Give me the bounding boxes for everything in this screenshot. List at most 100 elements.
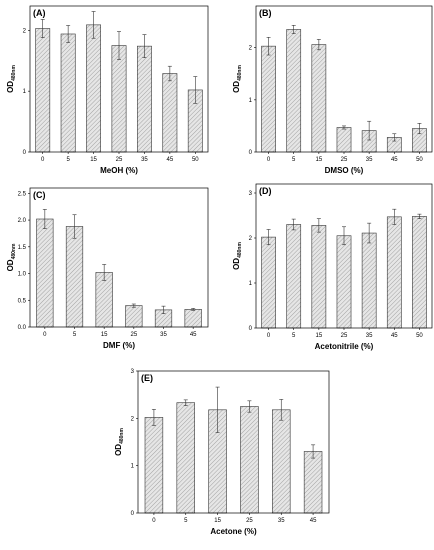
- y-tick-label: 2: [249, 46, 253, 52]
- x-tick-label: 5: [66, 157, 70, 163]
- x-tick-label: 35: [160, 332, 167, 338]
- x-tick-label: 25: [116, 157, 123, 163]
- data-bar: [144, 417, 164, 514]
- y-axis-label: OD480nm: [232, 65, 243, 93]
- y-tick-label: 3: [131, 369, 135, 375]
- x-tick-label: 45: [190, 332, 197, 338]
- y-axis-label-subscript: 480nm: [237, 242, 243, 258]
- x-tick-label: 0: [43, 332, 47, 338]
- plot-frame: [29, 187, 209, 328]
- data-bar: [86, 24, 101, 153]
- y-tick-label: 2: [249, 236, 253, 242]
- data-bar: [311, 225, 327, 329]
- x-tick-label: 15: [101, 332, 108, 338]
- data-bar: [361, 232, 377, 329]
- y-axis-label: OD480nm: [232, 242, 243, 270]
- x-tick-label: 25: [130, 332, 137, 338]
- y-tick-label: 0: [131, 511, 135, 517]
- x-tick-label: 45: [167, 157, 174, 163]
- x-tick-label: 25: [341, 157, 348, 163]
- y-tick-label: 1: [131, 464, 135, 470]
- x-axis-label: DMF (%): [103, 341, 135, 350]
- x-tick-label: 5: [292, 157, 296, 163]
- x-tick-label: 35: [366, 333, 373, 339]
- data-bar: [176, 402, 195, 514]
- y-axis-label-main: OD: [6, 259, 15, 271]
- y-axis-label-main: OD: [232, 81, 241, 93]
- y-tick-label: 2.5: [18, 191, 27, 197]
- y-tick-label: 0: [249, 326, 253, 332]
- x-tick-label: 5: [184, 518, 188, 524]
- data-bar: [137, 45, 152, 153]
- y-tick-label: 1.0: [18, 272, 27, 278]
- y-tick-label: 0: [23, 150, 27, 156]
- data-bar: [311, 44, 327, 153]
- data-bar: [184, 309, 202, 328]
- x-axis-label: Acetonitrile (%): [315, 342, 374, 351]
- data-bar: [125, 305, 143, 328]
- chart-panel: 0 5 15 25 35 45 50 0 1 2 (B) DMSO (%) OD480nm: [232, 5, 433, 175]
- x-tick-label: 35: [278, 518, 285, 524]
- x-tick-label: 0: [152, 518, 156, 524]
- x-tick-label: 25: [341, 333, 348, 339]
- x-tick-label: 50: [192, 157, 199, 163]
- panel-label: (B): [259, 8, 272, 18]
- data-bar: [412, 216, 427, 329]
- y-axis-label-main: OD: [6, 81, 15, 93]
- y-tick-label: 3: [249, 191, 253, 197]
- data-bar: [272, 409, 291, 514]
- y-axis-label: OD480nm: [6, 65, 17, 93]
- data-bar: [286, 224, 302, 329]
- panel-label: (E): [141, 373, 153, 383]
- y-axis-label-subscript: 480nm: [237, 65, 243, 81]
- y-tick-label: 0.5: [18, 298, 27, 304]
- y-axis-label-main: OD: [232, 258, 241, 270]
- panel-label: (C): [33, 190, 46, 200]
- data-bar: [162, 73, 178, 153]
- plot-frame: [255, 5, 433, 153]
- data-bar: [261, 45, 276, 153]
- y-tick-label: 0.0: [18, 325, 27, 331]
- plot-frame: [29, 5, 209, 153]
- data-bar: [261, 236, 276, 329]
- data-bar: [386, 216, 402, 329]
- y-tick-label: 2.0: [18, 218, 27, 224]
- x-tick-label: 45: [310, 518, 317, 524]
- x-tick-label: 50: [416, 157, 423, 163]
- y-tick-label: 1: [23, 89, 27, 95]
- x-tick-label: 50: [416, 333, 423, 339]
- data-bar: [336, 127, 352, 153]
- x-tick-label: 5: [292, 333, 296, 339]
- data-bar: [35, 28, 51, 153]
- x-tick-label: 45: [391, 157, 398, 163]
- y-axis-label-subscript: 480nm: [11, 65, 17, 81]
- y-tick-label: 1.5: [18, 245, 27, 251]
- x-tick-label: 0: [267, 333, 271, 339]
- chart-panel: 0 5 15 25 35 45 0.0 0.5 1.0 1.5 2.0 2.5 (C) DMF (%) OD…: [6, 187, 209, 350]
- x-tick-label: 35: [141, 157, 148, 163]
- y-axis-label-main: OD: [114, 444, 123, 456]
- x-tick-label: 15: [90, 157, 97, 163]
- y-axis-label: OD480nm: [6, 243, 17, 271]
- data-bar: [240, 406, 259, 514]
- panel-label: (D): [259, 186, 272, 196]
- y-axis-label-subscript: 480nm: [11, 243, 17, 259]
- x-tick-label: 25: [246, 518, 253, 524]
- x-tick-label: 5: [73, 332, 77, 338]
- data-bar: [60, 33, 76, 153]
- x-axis-label: DMSO (%): [325, 166, 364, 175]
- x-axis-label: Acetone (%): [210, 527, 257, 536]
- y-tick-label: 2: [23, 28, 27, 34]
- plot-frame: [137, 370, 330, 514]
- panel-label: (A): [33, 8, 46, 18]
- x-tick-label: 0: [41, 157, 45, 163]
- x-axis-label: MeOH (%): [100, 166, 138, 175]
- plot-frame: [255, 183, 433, 329]
- x-tick-label: 45: [391, 333, 398, 339]
- y-axis-label: OD480nm: [114, 428, 125, 456]
- y-tick-label: 1: [249, 281, 253, 287]
- y-tick-label: 2: [131, 416, 135, 422]
- x-tick-label: 15: [316, 157, 323, 163]
- x-tick-label: 15: [214, 518, 221, 524]
